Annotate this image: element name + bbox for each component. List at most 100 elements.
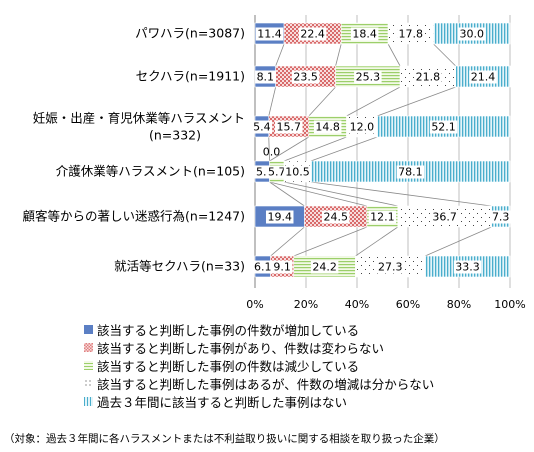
data-label-background	[255, 70, 276, 84]
series-connector-line	[269, 181, 305, 207]
data-label: 11.4	[257, 28, 282, 41]
legend-label: 該当すると判断した事例の件数が増加している	[97, 322, 360, 338]
legend-label: 該当すると判断した事例があり、件数は変わらない	[97, 340, 385, 356]
data-label: 21.8	[416, 71, 441, 84]
category-label: 顧客等からの著しい迷惑行為(n=1247)	[23, 209, 245, 224]
series-connector-line	[269, 181, 368, 207]
series-connector-line	[270, 226, 305, 257]
series-connector-line	[310, 136, 378, 162]
data-label: 30.0	[460, 28, 485, 41]
data-label-background	[348, 120, 376, 134]
data-label: 0.0	[263, 146, 281, 159]
legend-item: 過去３年間に該当すると判断した事例はない	[84, 392, 434, 410]
data-label-background	[283, 165, 312, 179]
series-connector-line	[346, 86, 401, 117]
data-label-background	[458, 27, 486, 41]
data-label: 23.5	[293, 71, 318, 84]
data-label-background	[490, 210, 511, 224]
data-label-background	[376, 260, 405, 274]
data-label: 36.7	[432, 211, 457, 224]
data-label: 33.3	[455, 261, 480, 274]
data-label: 19.4	[267, 211, 292, 224]
series-connector-line	[293, 226, 368, 257]
x-tick-label: 60%	[396, 298, 420, 311]
legend-swatch	[84, 342, 93, 352]
category-label: 妊娠・出産・育児休業等ハラスメント	[33, 111, 245, 126]
series-connector-line	[433, 43, 456, 67]
data-label: 25.3	[356, 71, 381, 84]
legend-item: 該当すると判断した事例の件数が増加している	[84, 320, 434, 338]
x-tick-label: 100%	[494, 298, 525, 311]
x-tick-label: 40%	[345, 298, 369, 311]
data-label: 52.1	[431, 121, 456, 134]
series-connector-line	[308, 86, 336, 117]
data-label-background	[313, 120, 342, 134]
stacked-bar-chart: 11.4 22.4 18.4 17.8 30.0 8.1 23.5 25.3 21.8 21.4 5…	[23, 15, 526, 311]
data-label: 12.1	[370, 211, 395, 224]
data-label: 18.4	[352, 28, 377, 41]
data-label: 10.5	[285, 166, 310, 179]
category-label: パワハラ(n=3087)	[135, 26, 245, 41]
legend-item: 該当すると判断した事例があり、件数は変わらない	[84, 338, 434, 356]
series-connector-line	[310, 181, 492, 207]
series-connector-line	[377, 86, 456, 117]
legend-swatch	[84, 378, 93, 388]
data-label: 5.4	[253, 121, 271, 134]
data-label-background	[350, 27, 379, 41]
series-connector-line	[424, 226, 492, 257]
data-label-background	[469, 70, 497, 84]
data-label: 24.2	[312, 261, 337, 274]
legend-swatch	[84, 324, 93, 334]
data-label: 5.	[256, 166, 267, 179]
data-label-background	[396, 165, 425, 179]
data-label-background	[251, 120, 273, 134]
data-label: 14.8	[315, 121, 340, 134]
data-label: 78.1	[398, 166, 423, 179]
data-label: 8.1	[257, 71, 275, 84]
data-label: 17.8	[399, 28, 424, 41]
legend-item: 該当すると判断した事例はあるが、件数の増減は分からない	[84, 374, 434, 392]
data-label-background	[275, 120, 303, 134]
legend-label: 該当すると判断した事例の件数は減少している	[97, 358, 360, 374]
series-connector-line	[269, 136, 310, 162]
data-label-background	[265, 210, 294, 224]
series-connector-line	[268, 86, 277, 117]
series-connector-line	[283, 181, 398, 207]
data-label: 9.1	[273, 261, 291, 274]
data-label: 15.7	[277, 121, 302, 134]
legend-label: 該当すると判断した事例はあるが、件数の増減は分からない	[97, 376, 435, 392]
data-label-background	[354, 70, 382, 84]
series-connector-line	[268, 136, 270, 162]
category-sublabel: (n=332)	[149, 128, 201, 143]
category-label: セクハラ(n=1911)	[136, 69, 245, 84]
legend-swatch	[84, 396, 93, 406]
series-connector-line	[355, 226, 399, 257]
data-label: 5.7	[268, 166, 286, 179]
series-connector-line	[283, 136, 347, 162]
data-label-background	[266, 165, 288, 179]
legend-label: 過去３年間に該当すると判断した事例はない	[97, 394, 348, 410]
data-label-background	[414, 70, 442, 84]
data-label: 6.1	[254, 261, 272, 274]
data-label: 12.0	[350, 121, 375, 134]
series-connector-line	[335, 43, 342, 67]
data-label-background	[321, 210, 350, 224]
x-tick-label: 0%	[246, 298, 263, 311]
x-tick-label: 80%	[447, 298, 471, 311]
data-label-background	[254, 165, 269, 179]
data-label-background	[298, 27, 327, 41]
data-label-background	[291, 70, 320, 84]
legend-item: 該当すると判断した事例の件数は減少している	[84, 356, 434, 374]
data-label-background	[271, 260, 293, 274]
series-connector-line	[275, 43, 285, 67]
category-label: 介護休業等ハラスメント(n=105)	[56, 164, 245, 179]
data-label-background	[429, 120, 458, 134]
data-label-background	[310, 260, 339, 274]
legend-swatch	[84, 360, 93, 370]
series-connector-line	[387, 43, 401, 67]
data-label-background	[368, 210, 397, 224]
category-label: 就活等セクハラ(n=33)	[114, 259, 245, 274]
data-label-background	[397, 27, 425, 41]
x-tick-label: 20%	[294, 298, 318, 311]
data-label: 27.3	[378, 261, 403, 274]
